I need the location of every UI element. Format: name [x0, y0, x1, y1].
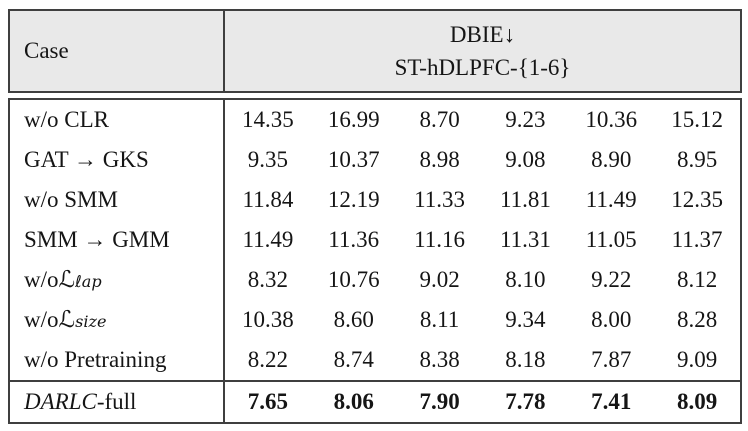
cell-value: 11.16 [414, 227, 466, 252]
cell-value: 8.70 [419, 107, 460, 132]
row-label: w/o Pretraining [10, 340, 225, 380]
table-row: w/o CLR 14.35 16.99 8.70 9.23 10.36 15.12 [10, 100, 740, 140]
table-row: DARLC -full 7.65 8.06 7.90 7.78 7.41 8.09 [10, 380, 740, 422]
cell-value: 11.49 [585, 187, 637, 212]
cell-value: 8.00 [591, 307, 632, 332]
ablation-table: Case DBIE↓ ST-hDLPFC-{1-6} w/o CLR 14.35 1… [8, 9, 742, 424]
row-label: GAT → GKS [10, 140, 225, 180]
cell-value: 8.60 [333, 307, 374, 332]
header-metric-cell: DBIE↓ ST-hDLPFC-{1-6} [225, 11, 740, 91]
cell-value: 7.90 [419, 389, 460, 414]
cell-value: 8.11 [419, 307, 460, 332]
cell-value: 11.49 [242, 227, 294, 252]
row-label: DARLC -full [10, 382, 225, 422]
cell-value: 9.34 [505, 307, 546, 332]
cell-value: 15.12 [671, 107, 723, 132]
cell-value: 8.09 [676, 389, 718, 414]
row-label: SMM → GMM [10, 220, 225, 260]
row-label: w/o CLR [10, 100, 225, 140]
cell-value: 11.05 [585, 227, 637, 252]
cell-value: 8.18 [505, 347, 546, 372]
cell-value: 9.09 [676, 347, 718, 372]
metric-label: DBIE↓ [450, 22, 515, 47]
cell-value: 11.31 [499, 227, 551, 252]
cell-value: 7.87 [591, 347, 632, 372]
table-header: Case DBIE↓ ST-hDLPFC-{1-6} [8, 9, 742, 93]
cell-value: 8.28 [676, 307, 718, 332]
cell-value: 8.06 [333, 389, 374, 414]
cell-value: 7.65 [247, 389, 289, 414]
cell-value: 8.38 [419, 347, 460, 372]
cell-value: 11.84 [242, 187, 294, 212]
cell-value: 10.76 [327, 267, 380, 292]
cell-value: 9.08 [505, 147, 546, 172]
table-body: w/o CLR 14.35 16.99 8.70 9.23 10.36 15.12 GAT →… [8, 98, 742, 424]
cell-value: 12.19 [327, 187, 380, 212]
cell-value: 8.32 [247, 267, 289, 292]
double-rule-gap [8, 93, 742, 98]
table-row: w/o Pretraining 8.22 8.74 8.38 8.18 7.87 9.09 [10, 340, 740, 380]
down-arrow-icon: ↓ [503, 22, 516, 48]
case-column-label: Case [24, 38, 69, 63]
cell-value: 7.41 [591, 389, 632, 414]
cell-value: 9.23 [505, 107, 546, 132]
dataset-label: ST-hDLPFC-{1-6} [394, 54, 571, 80]
cell-value: 8.10 [505, 267, 546, 292]
cell-value: 9.35 [247, 147, 289, 172]
cell-value: 11.81 [499, 187, 551, 212]
table-row: w/o SMM 11.84 12.19 11.33 11.81 11.49 12.35 [10, 180, 740, 220]
cell-value: 8.95 [676, 147, 718, 172]
table-row: SMM → GMM 11.49 11.36 11.16 11.31 11.05 11.37 [10, 220, 740, 260]
header-case-cell: Case [10, 11, 225, 91]
table-row: GAT → GKS 9.35 10.37 8.98 9.08 8.90 8.95 [10, 140, 740, 180]
cell-value: 9.02 [419, 267, 460, 292]
cell-value: 8.90 [591, 147, 632, 172]
cell-value: 12.35 [671, 187, 723, 212]
cell-value: 8.74 [333, 347, 374, 372]
cell-value: 11.36 [328, 227, 380, 252]
cell-value: 8.98 [419, 147, 460, 172]
cell-value: 8.22 [247, 347, 289, 372]
cell-value: 10.36 [585, 107, 638, 132]
cell-value: 10.38 [242, 307, 294, 332]
cell-value: 11.33 [414, 187, 466, 212]
metric-name: DBIE [449, 22, 504, 48]
cell-value: 9.22 [591, 267, 632, 292]
cell-value: 8.12 [676, 267, 718, 292]
row-label: w/o SMM [10, 180, 225, 220]
cell-value: 14.35 [242, 107, 294, 132]
cell-value: 10.37 [327, 147, 380, 172]
cell-value: 7.78 [505, 389, 546, 414]
cell-value: 16.99 [327, 107, 380, 132]
cell-value: 11.37 [671, 227, 723, 252]
